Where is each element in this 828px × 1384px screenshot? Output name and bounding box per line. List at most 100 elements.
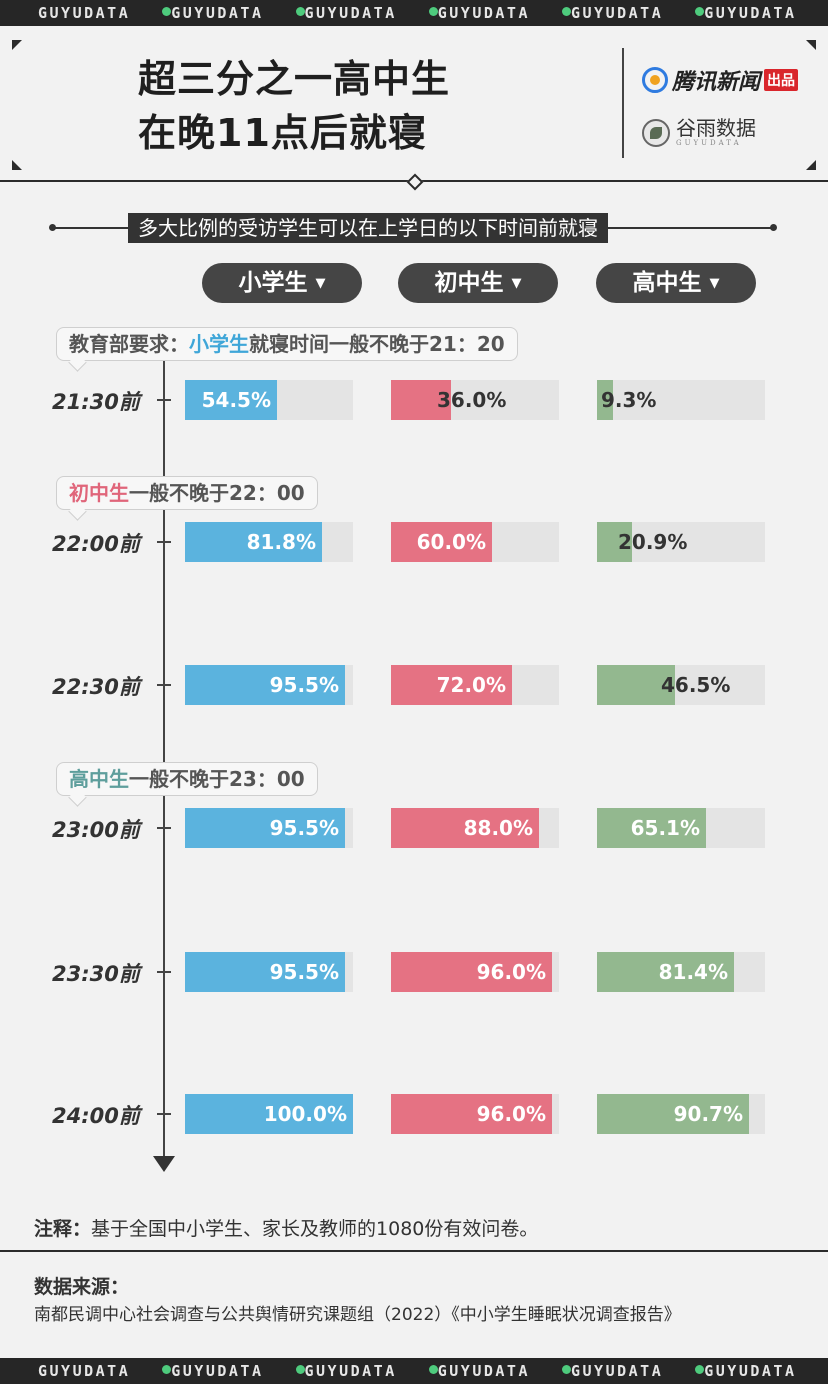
- brand1-name: 腾讯新闻: [672, 70, 761, 95]
- data-label: 95.5%: [269, 960, 339, 984]
- green-dot-icon: [428, 1365, 438, 1374]
- caret-down-icon: ▼: [315, 276, 326, 291]
- row-label: 22:30前: [52, 675, 140, 699]
- tencent-news-icon: [642, 67, 668, 93]
- corner-mark: [806, 40, 816, 50]
- axis-tick: [157, 541, 171, 543]
- bar: [597, 522, 632, 562]
- bar: [185, 952, 345, 992]
- row-label: 22:00前: [52, 532, 140, 556]
- green-dot-icon: [695, 7, 705, 16]
- corner-mark: [12, 160, 22, 170]
- source-label: 数据来源：: [34, 1276, 130, 1298]
- annotation-text: 一般不晚于23：00: [129, 767, 305, 791]
- data-label: 95.5%: [269, 673, 339, 697]
- source-text: 南都民调中心社会调查与公共舆情研究课题组（2022）《中小学生睡眠状况调查报告》: [34, 1305, 681, 1325]
- bar-track: 54.5%: [185, 380, 353, 420]
- bar-track: 60.0%: [391, 522, 559, 562]
- bar: [391, 808, 539, 848]
- footnote: 注释：基于全国中小学生、家长及教师的1080份有效问卷。: [34, 1214, 538, 1241]
- series-dropdown-1[interactable]: 小学生 ▼: [202, 263, 362, 303]
- series-dropdown-3[interactable]: 高中生 ▼: [596, 263, 756, 303]
- bar-track: 36.0%: [391, 380, 559, 420]
- brand-strip-item: GUYUDATA: [171, 1362, 264, 1380]
- brand1-badge: 出品: [764, 69, 799, 91]
- series-dropdown-2[interactable]: 初中生 ▼: [398, 263, 558, 303]
- bar: [185, 380, 277, 420]
- corner-mark: [12, 40, 22, 50]
- brand-strip-item: GUYUDATA: [437, 4, 530, 22]
- brand-strip-item: GUYUDATA: [304, 4, 397, 22]
- green-dot-icon: [562, 1365, 571, 1374]
- separator: [0, 1250, 828, 1252]
- header: 超三分之一高中生 在晚11点后就寝 腾讯新闻 出品 谷雨数据 GUYUDATA: [0, 26, 828, 182]
- green-dot-icon: [295, 7, 305, 16]
- bar-track: 65.1%: [597, 808, 765, 848]
- data-label: 36.0%: [437, 388, 507, 412]
- annotation-bubble: 教育部要求：小学生就寝时间一般不晚于21：20: [56, 327, 518, 361]
- bar: [185, 522, 322, 562]
- brand-strip-item: GUYUDATA: [571, 1362, 664, 1380]
- bar: [597, 952, 734, 992]
- series-name: 高中生: [632, 270, 702, 296]
- brand-strip-item: GUYUDATA: [437, 1362, 530, 1380]
- axis-tick: [157, 827, 171, 829]
- brand-strip-item: GUYUDATA: [171, 4, 264, 22]
- series-name: 小学生: [238, 270, 308, 296]
- bar-track: 96.0%: [391, 952, 559, 992]
- axis-tick: [157, 684, 171, 686]
- data-label: 72.0%: [436, 673, 506, 697]
- bar: [597, 665, 675, 705]
- bar: [597, 1094, 749, 1134]
- brand-strip-top: GUYUDATA GUYUDATA GUYUDATA GUYUDATA GUYUDATA…: [0, 0, 828, 26]
- bar: [597, 380, 613, 420]
- tencent-news-logo: 腾讯新闻 出品: [642, 64, 799, 96]
- brand-strip-bottom: GUYUDATA GUYUDATA GUYUDATA GUYUDATA GUYUDATA…: [0, 1358, 828, 1384]
- annotation-prefix: 教育部要求：: [69, 332, 189, 356]
- row-label: 21:30前: [52, 390, 140, 414]
- divider: [622, 48, 624, 158]
- row-label: 24:00前: [52, 1104, 140, 1128]
- annotation-text: 就寝时间一般不晚于21：20: [249, 332, 505, 356]
- bar: [391, 952, 552, 992]
- guyu-leaf-icon: [642, 119, 670, 147]
- annotation-highlight: 高中生: [69, 767, 129, 791]
- row-label: 23:30前: [52, 962, 140, 986]
- brand2-en: GUYUDATA: [676, 139, 742, 147]
- title-line-1: 超三分之一高中生: [138, 57, 451, 101]
- bar: [185, 665, 345, 705]
- brand-strip-item: GUYUDATA: [38, 1362, 131, 1380]
- footnote-text: 基于全国中小学生、家长及教师的1080份有效问卷。: [91, 1218, 539, 1240]
- axis-tick: [157, 971, 171, 973]
- bar-track: 46.5%: [597, 665, 765, 705]
- brand-strip-item: GUYUDATA: [704, 4, 797, 22]
- caret-down-icon: ▼: [511, 276, 522, 291]
- chart-title: 多大比例的受访学生可以在上学日的以下时间前就寝: [128, 213, 608, 243]
- data-label: 65.1%: [630, 816, 700, 840]
- data-label: 54.5%: [201, 388, 271, 412]
- bar: [185, 1094, 353, 1134]
- data-label: 20.9%: [618, 530, 688, 554]
- bar: [391, 380, 451, 420]
- annotation-bubble: 初中生一般不晚于22：00: [56, 476, 318, 510]
- data-label: 96.0%: [476, 1102, 546, 1126]
- bar-track: 9.3%: [597, 380, 765, 420]
- bar-track: 81.4%: [597, 952, 765, 992]
- caret-down-icon: ▼: [709, 276, 720, 291]
- bar-track: 81.8%: [185, 522, 353, 562]
- data-label: 88.0%: [463, 816, 533, 840]
- axis-arrow-icon: [153, 1156, 175, 1172]
- bar-track: 96.0%: [391, 1094, 559, 1134]
- green-dot-icon: [162, 1365, 172, 1374]
- data-label: 90.7%: [673, 1102, 743, 1126]
- data-label: 81.4%: [658, 960, 728, 984]
- bar: [391, 522, 492, 562]
- bar: [391, 1094, 552, 1134]
- title-line-2: 在晚11点后就寝: [138, 111, 427, 155]
- time-axis: [163, 330, 165, 1160]
- data-label: 81.8%: [246, 530, 316, 554]
- corner-mark: [806, 160, 816, 170]
- axis-tick: [157, 1113, 171, 1115]
- green-dot-icon: [695, 1365, 705, 1374]
- bar: [185, 808, 345, 848]
